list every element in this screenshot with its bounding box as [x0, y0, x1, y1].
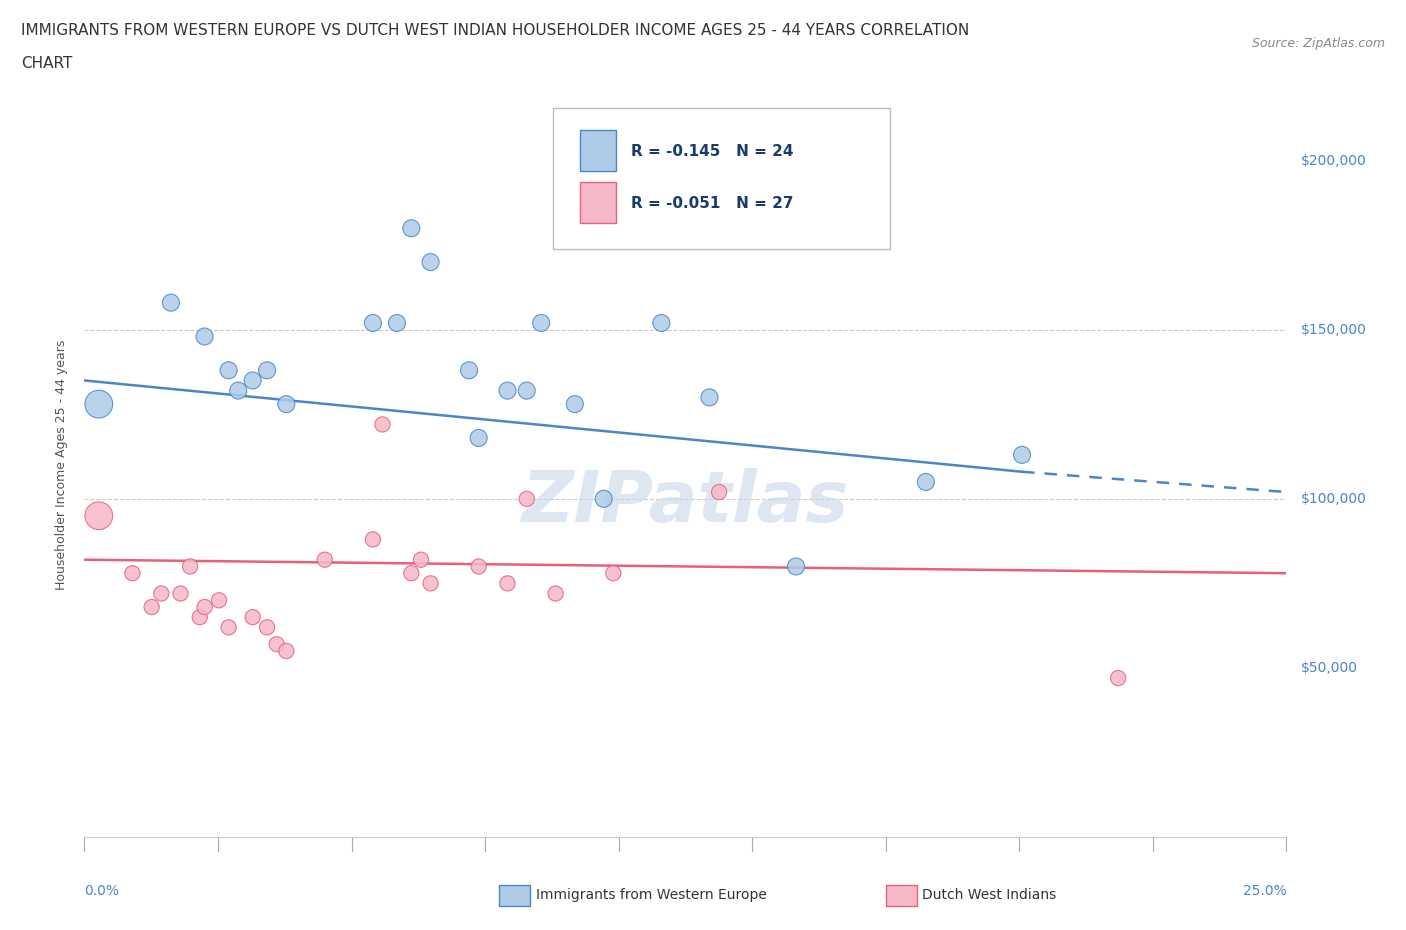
Point	[915, 474, 938, 489]
Point	[699, 390, 721, 405]
Text: IMMIGRANTS FROM WESTERN EUROPE VS DUTCH WEST INDIAN HOUSEHOLDER INCOME AGES 25 -: IMMIGRANTS FROM WESTERN EUROPE VS DUTCH …	[21, 23, 969, 38]
Point	[401, 565, 423, 580]
Point	[564, 397, 586, 412]
Point	[160, 295, 183, 310]
Point	[141, 600, 163, 615]
Point	[419, 576, 441, 591]
Point	[188, 610, 211, 625]
Point	[194, 600, 217, 615]
Point	[218, 363, 240, 378]
Point	[516, 491, 538, 506]
Text: Immigrants from Western Europe: Immigrants from Western Europe	[536, 887, 766, 902]
FancyBboxPatch shape	[579, 182, 616, 223]
Text: R = -0.051   N = 27: R = -0.051 N = 27	[631, 195, 794, 210]
Point	[371, 417, 394, 432]
Point	[361, 315, 384, 330]
Point	[785, 559, 807, 574]
Text: Dutch West Indians: Dutch West Indians	[922, 887, 1056, 902]
Point	[409, 552, 432, 567]
Text: CHART: CHART	[21, 56, 73, 71]
Point	[242, 373, 264, 388]
FancyBboxPatch shape	[553, 108, 890, 249]
Text: ZIPatlas: ZIPatlas	[522, 468, 849, 537]
Point	[467, 431, 489, 445]
Point	[276, 397, 298, 412]
Point	[179, 559, 201, 574]
Point	[385, 315, 408, 330]
Point	[266, 637, 288, 652]
Point	[1107, 671, 1129, 685]
Y-axis label: Householder Income Ages 25 - 44 years: Householder Income Ages 25 - 44 years	[55, 339, 67, 591]
Point	[650, 315, 672, 330]
Point	[419, 255, 441, 270]
Point	[121, 565, 143, 580]
Point	[467, 559, 489, 574]
Point	[226, 383, 249, 398]
Text: Source: ZipAtlas.com: Source: ZipAtlas.com	[1251, 37, 1385, 50]
Text: $100,000: $100,000	[1301, 492, 1367, 506]
Point	[602, 565, 624, 580]
Text: R = -0.145   N = 24: R = -0.145 N = 24	[631, 143, 794, 158]
Point	[218, 620, 240, 635]
Point	[544, 586, 567, 601]
Point	[87, 397, 110, 412]
Point	[592, 491, 614, 506]
Point	[314, 552, 336, 567]
Point	[194, 329, 217, 344]
Text: 0.0%: 0.0%	[84, 884, 120, 898]
Point	[1011, 447, 1033, 462]
Point	[496, 576, 519, 591]
FancyBboxPatch shape	[579, 130, 616, 171]
Point	[530, 315, 553, 330]
Point	[208, 592, 231, 607]
Point	[707, 485, 730, 499]
Point	[401, 220, 423, 235]
Point	[516, 383, 538, 398]
Point	[276, 644, 298, 658]
Text: $150,000: $150,000	[1301, 323, 1367, 337]
Text: 25.0%: 25.0%	[1243, 884, 1286, 898]
Point	[169, 586, 191, 601]
Point	[150, 586, 173, 601]
Text: $50,000: $50,000	[1301, 661, 1358, 675]
Point	[496, 383, 519, 398]
Point	[256, 363, 278, 378]
Point	[361, 532, 384, 547]
Point	[87, 509, 110, 524]
Point	[458, 363, 481, 378]
Point	[256, 620, 278, 635]
Text: $200,000: $200,000	[1301, 153, 1367, 167]
Point	[242, 610, 264, 625]
